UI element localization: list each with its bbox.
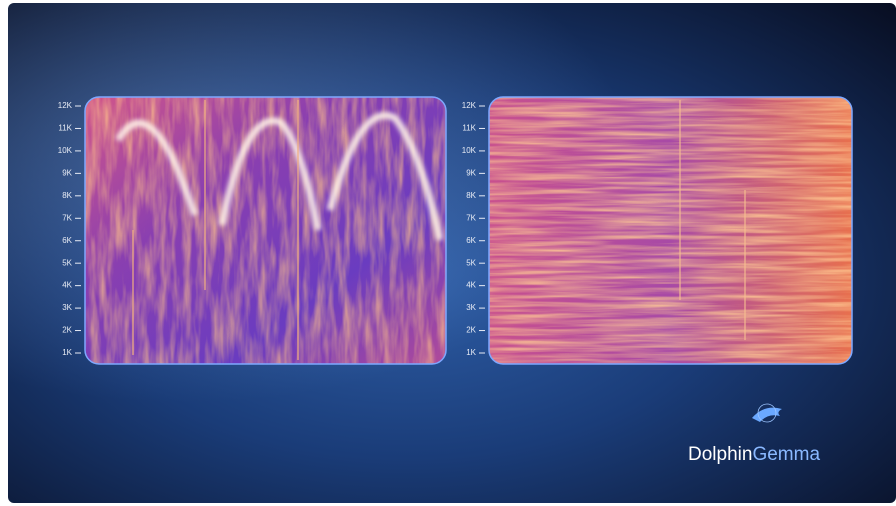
tick-label: 12K bbox=[58, 101, 73, 110]
tick-label: 11K bbox=[462, 124, 476, 133]
tick-label: 12K bbox=[462, 101, 477, 110]
tick-label: 10K bbox=[58, 146, 73, 155]
tick-label: 6K bbox=[62, 236, 72, 245]
tick-label: 5K bbox=[466, 258, 476, 267]
tick-label: 6K bbox=[466, 236, 476, 245]
tick-label: 8K bbox=[62, 191, 72, 200]
tick-label: 7K bbox=[466, 213, 476, 222]
spectrogram-texture bbox=[85, 97, 446, 364]
tick-label: 4K bbox=[62, 281, 72, 290]
tick-label: 3K bbox=[466, 303, 476, 312]
tick-label: 3K bbox=[62, 303, 72, 312]
logo-name-first: Dolphin bbox=[688, 444, 752, 465]
tick-label: 11K bbox=[58, 124, 72, 133]
tick-label: 7K bbox=[62, 213, 72, 222]
tick-label: 5K bbox=[62, 258, 72, 267]
logo-text: DolphinGemma bbox=[688, 444, 820, 465]
spectrogram-left bbox=[85, 97, 446, 364]
scene: 12K 11K 10K 9K 8K 7K 6K 5K 4K 3K 2K 1K 12K 11K 10K 9K 8K… bbox=[0, 0, 896, 506]
tick-label: 10K bbox=[462, 146, 477, 155]
tick-label: 1K bbox=[62, 348, 72, 357]
spectrogram-right bbox=[489, 97, 852, 364]
tick-label: 8K bbox=[466, 191, 476, 200]
tick-label: 2K bbox=[466, 326, 476, 335]
tick-label: 4K bbox=[466, 281, 476, 290]
logo-name-second: Gemma bbox=[752, 444, 820, 465]
tick-label: 9K bbox=[466, 168, 476, 177]
tick-label: 2K bbox=[62, 326, 72, 335]
tick-label: 1K bbox=[466, 348, 476, 357]
tick-label: 9K bbox=[62, 168, 72, 177]
spectrogram-texture bbox=[489, 97, 852, 364]
page: 12K 11K 10K 9K 8K 7K 6K 5K 4K 3K 2K 1K 12K 11K 10K 9K 8K… bbox=[0, 0, 896, 506]
